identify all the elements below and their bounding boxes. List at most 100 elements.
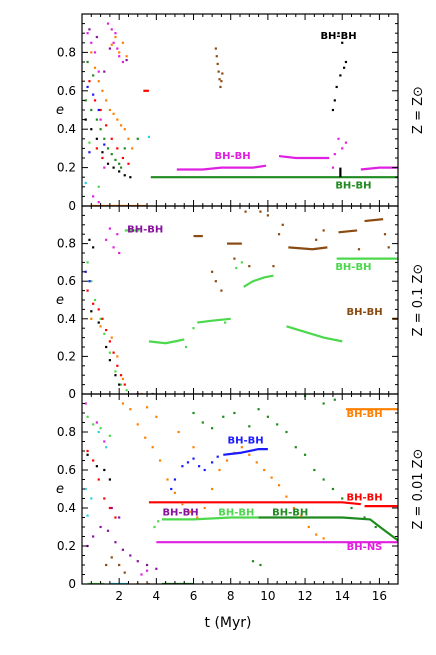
series-2-point-12 <box>383 233 387 236</box>
series-4-point-10 <box>101 156 104 160</box>
x-tick-label: 10 <box>260 589 275 603</box>
series-1-point-2 <box>92 459 95 462</box>
series-5-point-31 <box>177 430 180 434</box>
series-5-point-28 <box>322 537 325 540</box>
series-1-segment-2 <box>148 338 185 345</box>
series-2-point-3 <box>95 118 98 121</box>
series-7-point-2 <box>215 55 218 58</box>
series-1-point-6 <box>108 351 111 354</box>
series-4-point-7 <box>121 156 124 160</box>
series-4-point-1 <box>88 238 91 241</box>
series-1-point-10 <box>114 32 117 35</box>
y-tick-label: 0.2 <box>57 349 76 363</box>
series-1-point-7 <box>106 22 110 25</box>
series-1-point-10 <box>235 266 238 270</box>
y-tick-label: 0 <box>68 387 76 401</box>
series-2-point-11 <box>357 248 361 251</box>
series-1-point-15 <box>97 201 100 204</box>
series-1-point-8 <box>119 383 123 386</box>
series-3-point-15 <box>118 51 121 54</box>
series-5-point-2 <box>92 302 95 305</box>
series-5-point-25 <box>300 514 303 517</box>
series-2-point-2 <box>259 210 262 213</box>
series-2-point-3 <box>266 214 269 217</box>
series-5-point-8 <box>173 491 177 494</box>
series-2-point-9 <box>315 238 318 241</box>
series-4-point-9 <box>95 147 98 150</box>
series-5-point-5 <box>106 162 110 165</box>
series-5-point-12 <box>203 506 206 510</box>
y-tick-label: 0 <box>68 577 76 591</box>
series-5-point-6 <box>158 459 162 462</box>
series-5-point-23 <box>285 495 288 498</box>
annotation-label: BH-BH <box>346 492 382 503</box>
series-6-point-4 <box>103 143 106 146</box>
x-axis-title: t (Myr) <box>205 615 252 631</box>
series-5-point-29 <box>145 406 149 409</box>
y-tick-label: 0.8 <box>57 237 76 251</box>
y-tick-label: 0.4 <box>57 312 76 326</box>
series-2-segment-3 <box>288 246 328 251</box>
series-3-point-14 <box>114 35 117 39</box>
series-5-point-10 <box>188 510 191 513</box>
series-5-point-18 <box>248 453 251 456</box>
series-1-point-20 <box>333 153 336 156</box>
series-5-point-4 <box>144 436 147 439</box>
metallicity-label: Z = Z⊙ <box>411 86 426 134</box>
series-3-point-2 <box>92 423 95 426</box>
annotation-label: BH-BH <box>162 508 198 519</box>
y-tick-label: 0.6 <box>57 463 76 477</box>
series-4-point-5 <box>105 345 108 349</box>
series-7-point-3 <box>99 525 102 529</box>
series-7-point-5 <box>218 78 221 81</box>
series-7-point-4 <box>106 529 110 532</box>
series-7-point-1 <box>84 270 87 273</box>
series-4-point-11 <box>294 446 297 449</box>
series-4-point-20 <box>251 560 255 563</box>
series-10-point-2 <box>97 185 100 188</box>
series-7-point-10 <box>155 567 158 570</box>
series-1-point-13 <box>192 327 195 330</box>
panel-3: 0 0.2 0.4 0.6 0.8 2 4 6 8 10 12 14 16 e Z = 0.01 Z⊙ BH-… <box>56 393 426 603</box>
series-6-point-1 <box>86 85 89 89</box>
series-5-point-22 <box>277 484 281 487</box>
panel-2: 0 0.2 0.4 0.6 0.8 e Z = 0.1 Z⊙ BH-BH BH-BH BH-BH <box>56 205 426 401</box>
series-1-point-9 <box>112 41 115 44</box>
series-1-point-11 <box>116 47 119 50</box>
series-7-point-2 <box>88 280 91 283</box>
series-4-point-7 <box>257 408 260 411</box>
series-5-point-15 <box>344 60 348 64</box>
series-5-point-27 <box>315 533 318 536</box>
annotation-label: BH-BH <box>346 307 382 318</box>
series-3-point-4 <box>108 434 111 437</box>
series-9-point-4 <box>108 478 111 481</box>
series-6-point-2 <box>92 93 95 96</box>
series-10-point-4 <box>97 430 100 434</box>
series-1-point-3 <box>93 51 97 54</box>
series-1-point-12 <box>118 55 121 58</box>
y-tick-label: 0 <box>68 199 76 213</box>
series-1-point-6 <box>114 516 117 519</box>
series-7-point-5 <box>114 541 117 544</box>
series-7-point-6 <box>121 548 124 551</box>
series-10-point-5 <box>105 446 108 449</box>
series-3-point-17 <box>125 55 128 58</box>
series-4-point-8 <box>127 162 130 165</box>
series-1-segment-2 <box>278 154 330 160</box>
series-1-point-19 <box>344 141 348 144</box>
series-7-point-3 <box>216 62 219 66</box>
series-7-point-1 <box>214 47 217 50</box>
series-8-point-5 <box>103 70 106 73</box>
series-4-point-18 <box>363 516 366 519</box>
series-6-point-1 <box>90 317 93 320</box>
series-10-point-1 <box>88 141 91 144</box>
series-5-point-9 <box>181 503 184 506</box>
series-1-point-3 <box>93 298 97 302</box>
series-6-point-9 <box>170 487 173 491</box>
x-tick-label: 6 <box>190 589 198 603</box>
panel-1: 0 0.2 0.4 0.6 0.8 e Z = Z⊙ BH-BH BH-BH BH-BH <box>56 13 426 213</box>
series-2-point-7 <box>277 233 281 236</box>
series-1-point-5 <box>99 118 102 121</box>
series-5-point-10 <box>123 383 126 386</box>
series-5-point-1 <box>86 289 89 292</box>
